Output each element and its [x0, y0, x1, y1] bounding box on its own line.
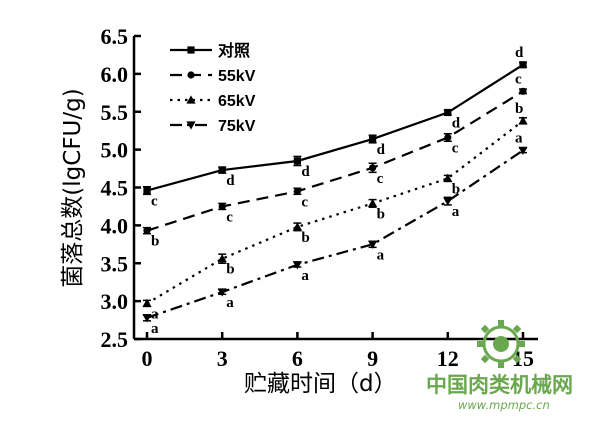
- significance-label: b: [377, 206, 385, 222]
- y-tick-label: 4.5: [101, 176, 129, 201]
- significance-label: a: [226, 295, 234, 311]
- legend: 对照 55kV 65kV 75kV: [170, 41, 256, 135]
- significance-label: c: [301, 194, 308, 210]
- series-4: a a a a a a: [142, 130, 528, 337]
- x-tick-label: 12: [437, 346, 459, 371]
- data-point: [519, 87, 527, 95]
- significance-label: b: [226, 262, 234, 278]
- y-tick-label: 6.5: [101, 24, 129, 49]
- significance-label: a: [515, 130, 523, 146]
- data-point: [142, 314, 152, 323]
- data-point: [518, 146, 528, 155]
- legend-marker: [187, 46, 195, 54]
- significance-label: c: [515, 71, 522, 87]
- legend-label: 65kV: [218, 93, 256, 110]
- data-point: [519, 61, 527, 69]
- data-point: [443, 173, 453, 183]
- significance-label: a: [151, 321, 159, 337]
- data-point: [292, 222, 302, 231]
- x-tick-label: 6: [292, 346, 303, 371]
- data-point: [518, 116, 528, 125]
- data-point: [142, 298, 152, 307]
- y-tick-label: 3.5: [101, 251, 129, 276]
- legend-marker: [186, 95, 196, 104]
- significance-label: d: [515, 45, 524, 61]
- significance-label: c: [151, 194, 158, 210]
- y-tick-label: 3.0: [101, 289, 129, 314]
- watermark: 中国肉类机械网 www.mpmpc.cn: [396, 314, 596, 419]
- y-tick-label: 2.5: [101, 327, 129, 352]
- data-point: [143, 186, 151, 195]
- legend-marker: [186, 121, 196, 130]
- x-axis-title: 贮藏时间（d）: [244, 371, 397, 397]
- y-tick-label: 5.5: [101, 100, 129, 125]
- legend-label: 55kV: [218, 68, 256, 85]
- data-point: [368, 198, 378, 208]
- y-tick-label: 6.0: [101, 62, 129, 87]
- data-point: [369, 164, 377, 172]
- significance-label: d: [377, 142, 386, 158]
- significance-label: d: [226, 173, 235, 189]
- data-point: [368, 240, 378, 249]
- significance-label: c: [226, 209, 233, 225]
- significance-label: b: [301, 230, 309, 246]
- legend-label: 对照: [218, 41, 250, 60]
- data-point: [292, 261, 302, 270]
- y-tick-label: 5.0: [101, 138, 129, 163]
- series-line: [146, 63, 524, 192]
- gear-icon: [477, 320, 525, 368]
- legend-label: 75kV: [218, 118, 256, 135]
- x-tick-label: 9: [367, 346, 378, 371]
- data-point: [217, 288, 227, 297]
- significance-label: a: [301, 268, 309, 284]
- plot-frame: [132, 36, 538, 341]
- x-tick-label: 3: [217, 346, 228, 371]
- significance-label: b: [515, 101, 523, 117]
- significance-label: c: [452, 141, 459, 157]
- x-tick-label: 0: [142, 346, 153, 371]
- series-line: [146, 90, 524, 232]
- data-point: [293, 157, 301, 165]
- watermark-url: www.mpmpc.cn: [458, 398, 550, 412]
- data-point: [293, 187, 301, 195]
- legend-marker: [187, 71, 195, 79]
- data-point: [444, 108, 452, 117]
- data-point: [443, 197, 453, 206]
- significance-label: c: [377, 171, 384, 187]
- significance-label: a: [377, 247, 385, 263]
- significance-label: b: [452, 181, 460, 197]
- data-point: [218, 166, 226, 174]
- significance-label: d: [301, 164, 310, 180]
- data-point: [143, 227, 151, 235]
- data-point: [444, 133, 452, 142]
- significance-label: d: [452, 116, 461, 132]
- y-tick-label: 4.0: [101, 213, 129, 238]
- significance-label: b: [151, 234, 159, 250]
- significance-label: a: [452, 204, 460, 220]
- data-point: [369, 135, 377, 143]
- data-point: [217, 254, 227, 263]
- data-point: [218, 202, 226, 211]
- y-axis-ticks: 2.5 3.0 3.5 4.0 4.5 5.0 5.5 6.0 6.5: [101, 24, 141, 352]
- watermark-site-name: 中国肉类机械网: [426, 373, 573, 397]
- y-axis-title: 菌落总数(lgCFU/g): [60, 88, 86, 287]
